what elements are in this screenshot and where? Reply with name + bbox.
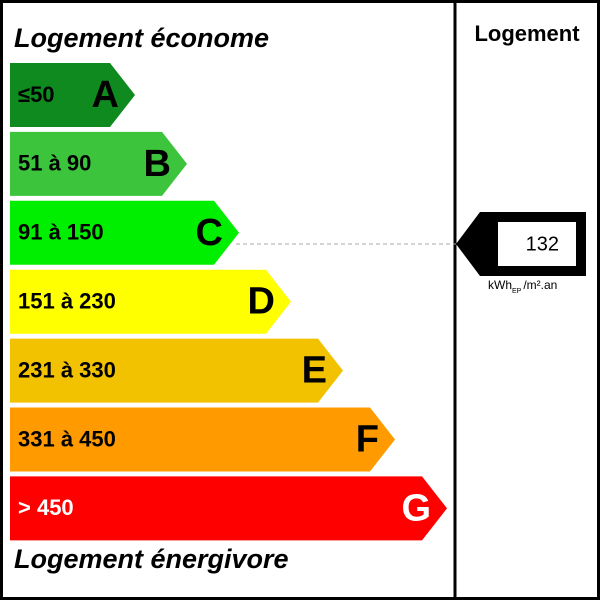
class-bar [10, 63, 135, 127]
indicator-unit: kWhEP/m².an [488, 278, 557, 295]
class-letter: B [144, 143, 171, 185]
unit-suffix: /m².an [523, 278, 557, 292]
class-range: 51 à 90 [18, 151, 91, 176]
class-range: 231 à 330 [18, 357, 116, 382]
class-letter: A [92, 74, 119, 116]
class-letter: C [196, 212, 223, 254]
column-title: Logement [474, 21, 580, 46]
unit-sub: EP [512, 288, 522, 295]
class-range: 91 à 150 [18, 220, 104, 245]
class-bar [10, 200, 239, 265]
class-letter: F [356, 419, 379, 461]
class-letter: D [248, 281, 275, 323]
footer: Logement énergivore [14, 544, 289, 574]
class-bar [10, 476, 447, 541]
class-bars: ≤50 A 51 à 90 B 91 à 150 C 151 à 230 D 231 à 330… [10, 63, 447, 541]
class-bar [10, 407, 395, 472]
class-bar [10, 269, 291, 334]
class-letter: G [401, 487, 431, 529]
class-range: > 450 [18, 495, 74, 520]
class-range: 331 à 450 [18, 426, 116, 451]
indicator-value: 132 [526, 233, 559, 255]
indicator-box [498, 222, 576, 266]
class-bar [10, 131, 187, 196]
class-range: ≤50 [18, 82, 55, 107]
class-letter: E [302, 350, 327, 392]
class-bar [10, 338, 343, 403]
unit: kWh [488, 278, 512, 292]
title: Logement économe [14, 23, 269, 53]
class-range: 151 à 230 [18, 289, 116, 314]
